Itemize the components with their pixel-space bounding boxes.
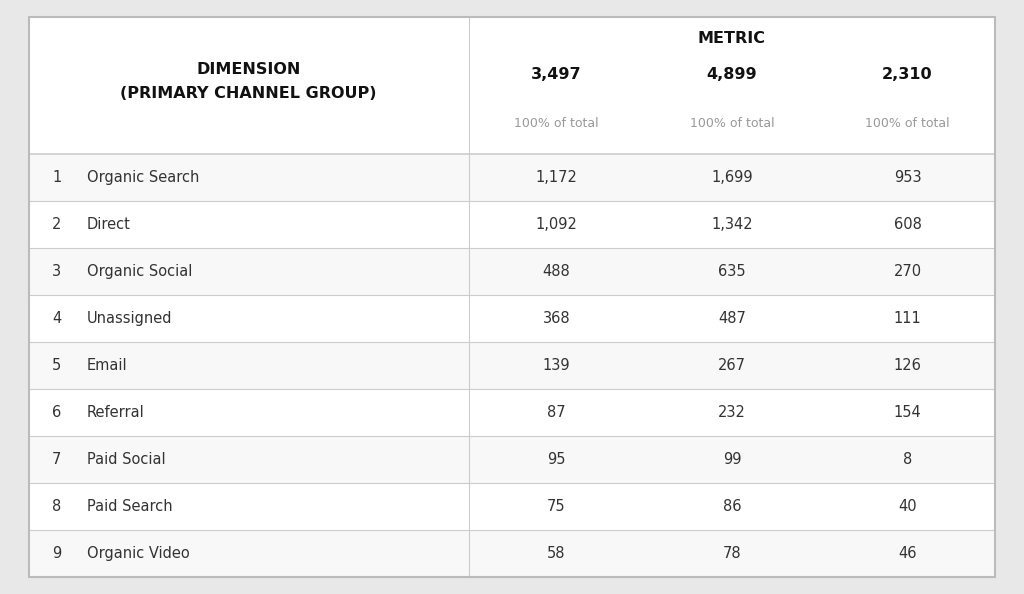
Text: 46: 46	[898, 546, 916, 561]
Text: Organic Video: Organic Video	[87, 546, 189, 561]
Text: 1,092: 1,092	[536, 217, 578, 232]
Text: 488: 488	[543, 264, 570, 279]
Text: 100% of total: 100% of total	[865, 117, 950, 130]
Text: 6: 6	[52, 405, 61, 420]
Text: Referral: Referral	[87, 405, 144, 420]
Text: 4: 4	[52, 311, 61, 326]
Text: 1,699: 1,699	[711, 170, 753, 185]
Text: 139: 139	[543, 358, 570, 373]
Text: 953: 953	[894, 170, 922, 185]
Text: 2: 2	[52, 217, 61, 232]
Text: Direct: Direct	[87, 217, 130, 232]
Text: 111: 111	[894, 311, 922, 326]
Text: 126: 126	[894, 358, 922, 373]
Text: 7: 7	[52, 452, 61, 467]
Bar	[29, 154, 995, 201]
Text: METRIC: METRIC	[698, 31, 766, 46]
Text: 1: 1	[52, 170, 61, 185]
Text: 368: 368	[543, 311, 570, 326]
Text: 95: 95	[547, 452, 565, 467]
Text: Email: Email	[87, 358, 127, 373]
Text: Organic Social: Organic Social	[87, 264, 193, 279]
Text: Organic Search: Organic Search	[87, 170, 199, 185]
Text: Paid Search: Paid Search	[87, 500, 172, 514]
Text: 2,310: 2,310	[883, 67, 933, 82]
Bar	[29, 342, 995, 389]
Text: 267: 267	[718, 358, 745, 373]
Bar	[29, 248, 995, 295]
Bar	[29, 389, 995, 436]
Text: 75: 75	[547, 500, 565, 514]
Text: 100% of total: 100% of total	[514, 117, 599, 130]
Text: 87: 87	[547, 405, 565, 420]
Text: 86: 86	[723, 500, 741, 514]
Bar	[29, 530, 995, 577]
Text: 40: 40	[898, 500, 916, 514]
Text: 3,497: 3,497	[531, 67, 582, 82]
Text: 487: 487	[718, 311, 745, 326]
Text: 99: 99	[723, 452, 741, 467]
Text: 232: 232	[718, 405, 745, 420]
Text: 8: 8	[52, 500, 61, 514]
Bar	[29, 295, 995, 342]
Text: Unassigned: Unassigned	[87, 311, 172, 326]
Text: 4,899: 4,899	[707, 67, 757, 82]
Text: 100% of total: 100% of total	[689, 117, 774, 130]
Text: 635: 635	[718, 264, 745, 279]
Text: 3: 3	[52, 264, 61, 279]
Bar	[29, 436, 995, 484]
Bar	[29, 484, 995, 530]
Text: 270: 270	[894, 264, 922, 279]
Text: 608: 608	[894, 217, 922, 232]
Text: 9: 9	[52, 546, 61, 561]
Text: 1,172: 1,172	[536, 170, 578, 185]
Text: Paid Social: Paid Social	[87, 452, 165, 467]
Text: 154: 154	[894, 405, 922, 420]
Text: 8: 8	[903, 452, 912, 467]
Text: 1,342: 1,342	[711, 217, 753, 232]
Text: 58: 58	[547, 546, 565, 561]
Text: DIMENSION
(PRIMARY CHANNEL GROUP): DIMENSION (PRIMARY CHANNEL GROUP)	[121, 62, 377, 100]
Text: 5: 5	[52, 358, 61, 373]
Bar	[29, 201, 995, 248]
Text: 78: 78	[723, 546, 741, 561]
